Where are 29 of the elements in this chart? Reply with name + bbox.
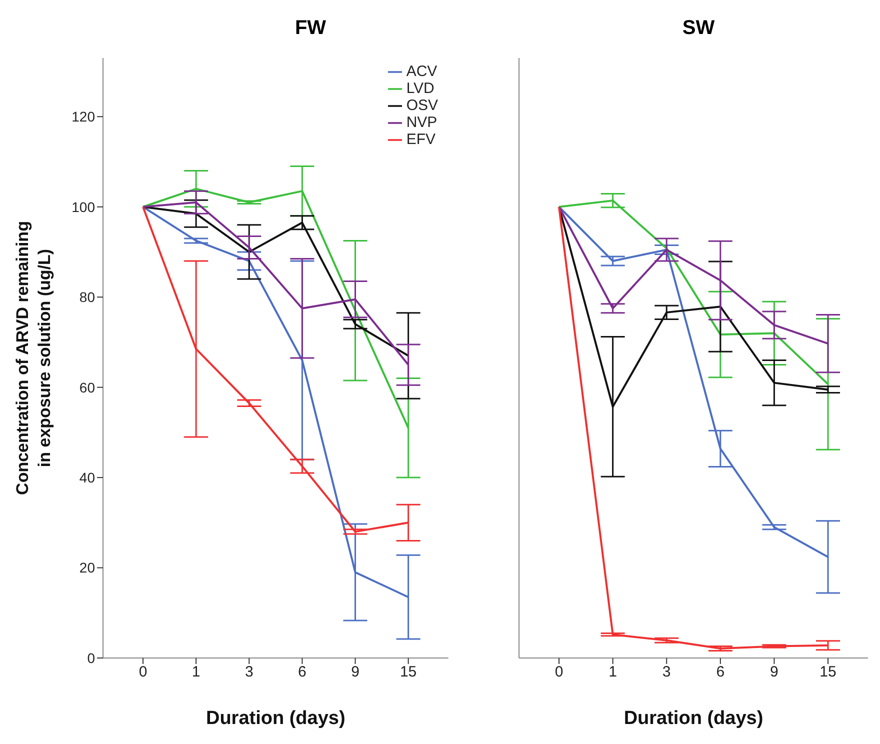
x-axis-title: Duration (days) bbox=[206, 708, 346, 729]
x-tick-label: 9 bbox=[351, 664, 360, 681]
y-tick-label: 80 bbox=[79, 289, 96, 306]
legend-label: EFV bbox=[406, 131, 436, 148]
x-tick-label: 1 bbox=[192, 664, 200, 681]
chart-title: FW bbox=[294, 16, 328, 41]
y-tick-label: 20 bbox=[79, 560, 96, 576]
y-tick-label: 40 bbox=[79, 470, 96, 486]
x-tick-label: 3 bbox=[662, 664, 671, 681]
x-axis-title: Duration (days) bbox=[624, 708, 764, 729]
x-tick-label: 15 bbox=[400, 664, 417, 681]
x-tick-label: 0 bbox=[554, 664, 564, 681]
legend-label: ACV bbox=[406, 63, 438, 80]
legend-label: NVP bbox=[406, 114, 438, 131]
x-tick-label: 1 bbox=[608, 664, 617, 681]
x-tick-label: 6 bbox=[298, 664, 306, 681]
x-tick-label: 0 bbox=[138, 664, 148, 681]
legend-label: OSV bbox=[406, 97, 438, 114]
legend-label: LVD bbox=[406, 80, 434, 97]
x-tick-label: 3 bbox=[244, 664, 254, 681]
y-tick-label: 60 bbox=[79, 379, 96, 396]
chart-title: SW bbox=[681, 16, 716, 41]
y-axis-title: Concentration of ARVD remaining in exposure solution (ug/L) bbox=[13, 221, 54, 495]
x-tick-label: 9 bbox=[770, 664, 778, 681]
y-tick-label: 120 bbox=[72, 108, 96, 125]
y-tick-label: 100 bbox=[72, 198, 96, 215]
x-tick-label: 15 bbox=[820, 664, 836, 681]
x-tick-label: 6 bbox=[716, 664, 725, 681]
y-tick-label: 0 bbox=[87, 650, 96, 666]
